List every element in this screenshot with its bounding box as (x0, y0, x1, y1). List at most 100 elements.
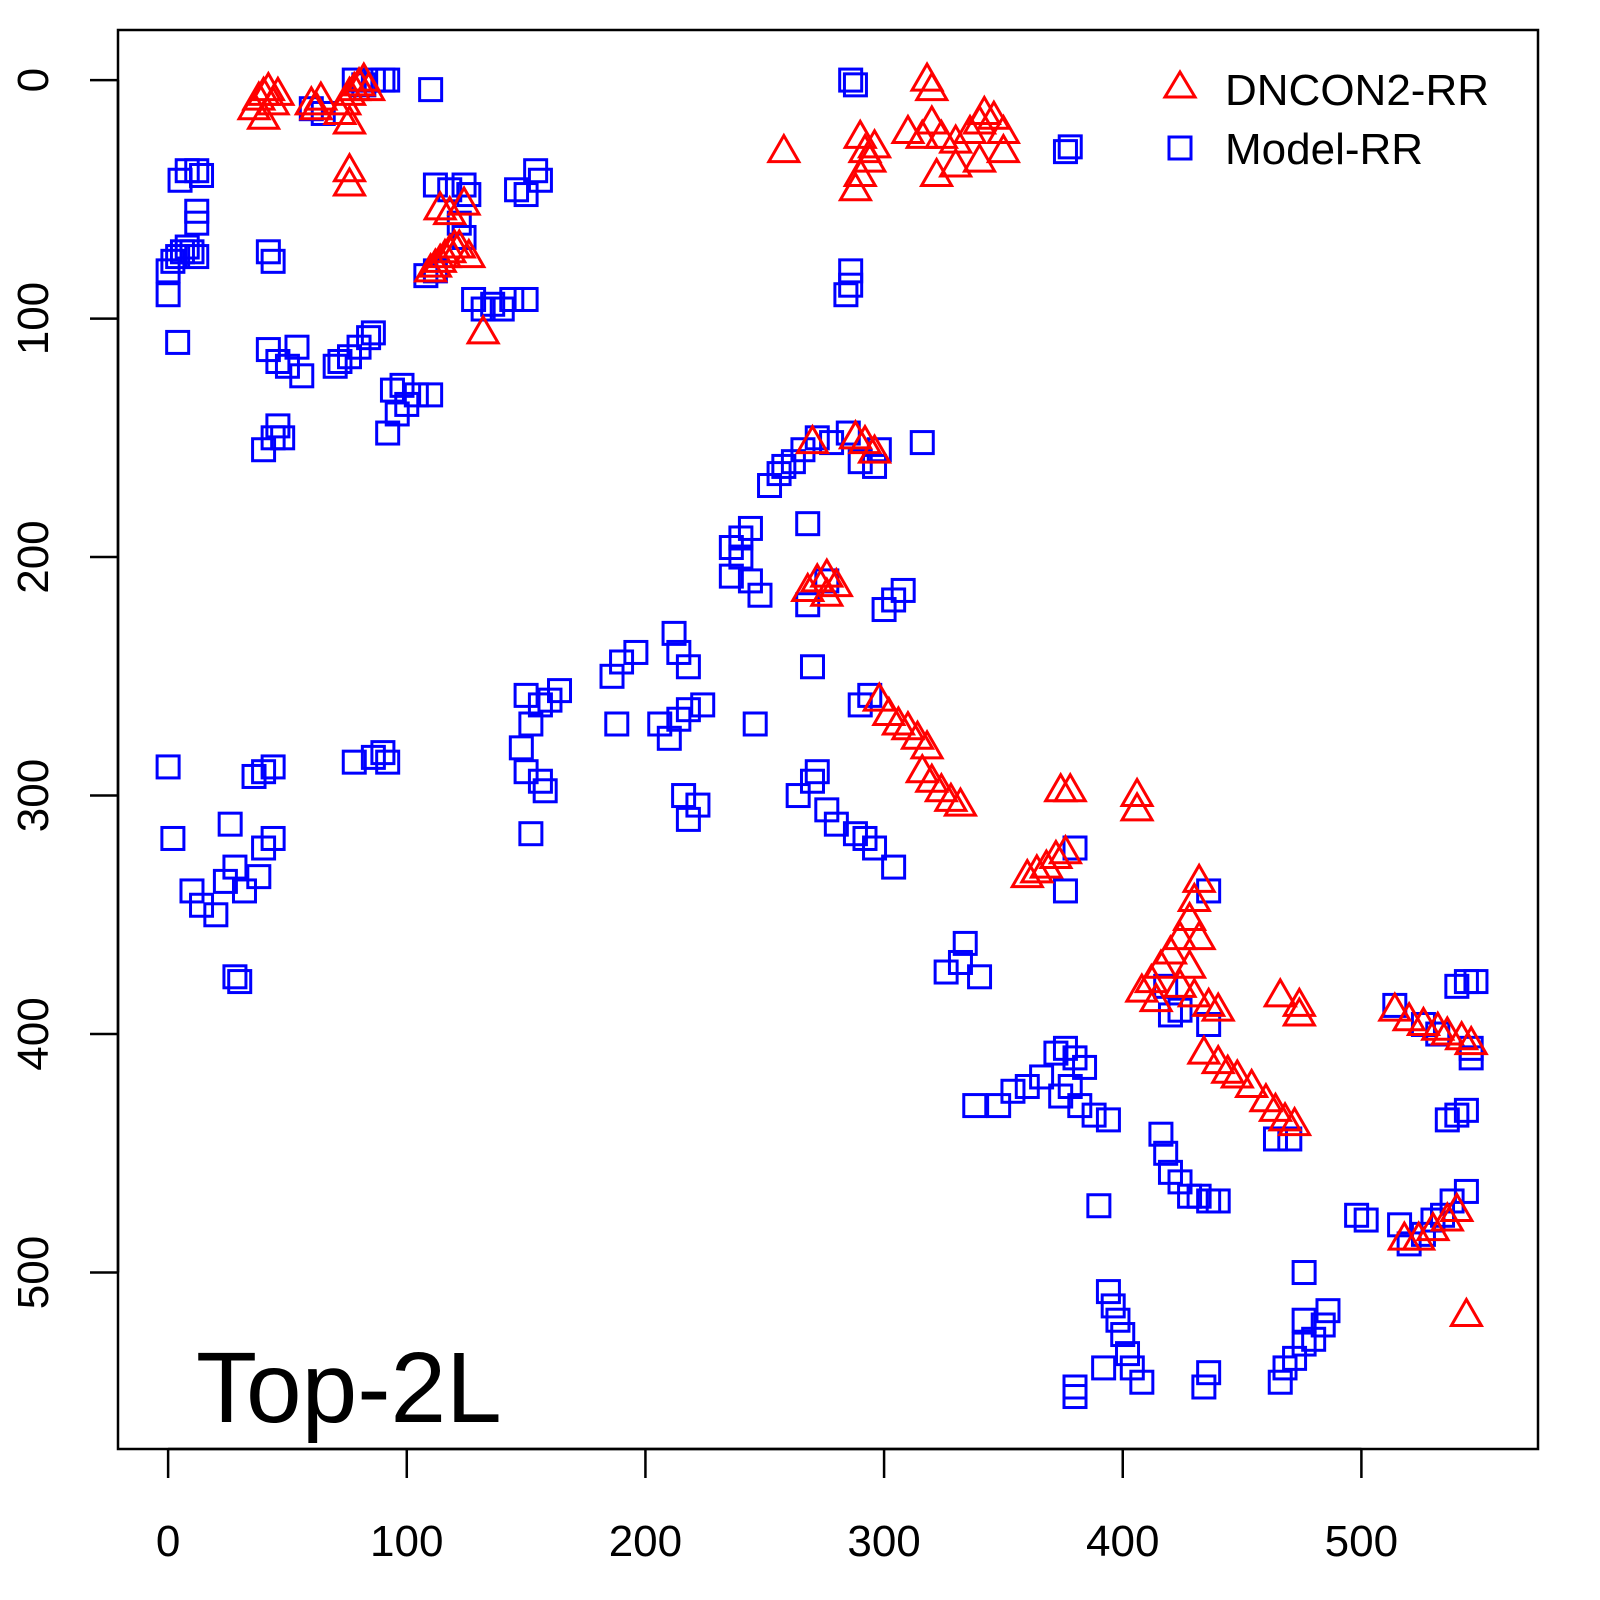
model-rr-point (1057, 134, 1083, 160)
dncon2-rr-point (961, 142, 998, 173)
model-rr-point (160, 825, 186, 851)
dncon2-rr-point (432, 194, 468, 226)
legend: DNCON2-RR Model-RR (1162, 66, 1489, 174)
model-rr-point (270, 425, 296, 451)
dncon2-rr-point (465, 313, 501, 345)
dncon2-rr-point (1453, 1024, 1489, 1056)
model-rr-point (1095, 1279, 1121, 1305)
legend-square-icon (1167, 135, 1193, 161)
model-rr-point (184, 244, 210, 270)
y-tick-label: 400 (9, 997, 58, 1070)
dncon2-rr-point (1429, 1015, 1465, 1046)
model-rr-point (1148, 1121, 1174, 1147)
model-rr-point (284, 334, 310, 360)
model-rr-point (838, 272, 864, 298)
dncon2-rr-point (1200, 991, 1236, 1022)
model-rr-point (1205, 1188, 1231, 1214)
model-rr-point (1291, 1260, 1317, 1286)
model-rr-point (499, 286, 525, 312)
legend-triangle-icon (1162, 69, 1198, 99)
model-rr-point (260, 825, 286, 851)
dncon2-rr-point (1009, 857, 1045, 889)
model-rr-point (518, 711, 544, 737)
model-rr-point (1086, 1193, 1112, 1219)
dncon2-rr-point (1267, 1100, 1303, 1132)
dncon2-rr-point (1176, 881, 1212, 912)
model-rr-point (675, 697, 701, 723)
dncon2-rr-point (966, 94, 1002, 125)
model-rr-point (862, 835, 888, 861)
dncon2-rr-point (260, 75, 296, 106)
model-rr-point (881, 854, 907, 880)
model-rr-point (795, 511, 821, 537)
model-rr-point (184, 158, 210, 184)
model-rr-point (1463, 969, 1489, 995)
model-rr-point (933, 959, 959, 985)
dncon2-rr-point (909, 728, 945, 760)
model-rr-point (1310, 1312, 1336, 1338)
x-tick-label: 100 (370, 1517, 443, 1566)
model-rr-series (155, 67, 1489, 1410)
model-rr-point (513, 286, 539, 312)
model-rr-point (1029, 1064, 1055, 1090)
dncon2-rr-point (1281, 986, 1317, 1017)
y-tick-label: 500 (9, 1236, 58, 1309)
y-axis: 0 100 200 300 400 500 (9, 68, 120, 1309)
model-rr-point (909, 430, 935, 456)
model-rr-point (1081, 1102, 1107, 1128)
model-rr-point (1110, 1322, 1136, 1348)
model-rr-point (771, 453, 797, 479)
model-rr-point (838, 258, 864, 284)
dncon2-rr-point (856, 127, 893, 159)
model-rr-point (1115, 1341, 1141, 1367)
dncon2-rr-point (938, 146, 974, 178)
dncon2-rr-point (794, 423, 831, 455)
model-rr-point (1291, 1307, 1317, 1333)
model-rr-point (804, 759, 830, 785)
model-rr-point (1453, 1178, 1479, 1204)
model-rr-point (599, 663, 625, 689)
model-rr-point (1262, 1126, 1288, 1152)
dncon2-rr-point (976, 99, 1012, 130)
y-tick-label: 200 (9, 520, 58, 593)
model-rr-point (757, 473, 783, 499)
x-tick-label: 0 (156, 1517, 180, 1566)
dncon2-rr-point (923, 118, 959, 149)
dncon2-rr-point (1448, 1296, 1485, 1327)
model-rr-point (1267, 1369, 1293, 1395)
model-rr-point (227, 969, 253, 995)
model-rr-point (1062, 1384, 1088, 1410)
model-rr-point (967, 964, 993, 990)
dncon2-rr-point (880, 704, 917, 736)
dncon2-rr-point (1181, 862, 1217, 893)
model-rr-point (1048, 1083, 1074, 1109)
model-rr-point (842, 72, 868, 98)
model-rr-point (403, 382, 429, 408)
y-tick-label: 300 (9, 759, 58, 832)
model-rr-point (418, 382, 444, 408)
model-rr-point (231, 878, 257, 904)
model-rr-point (155, 282, 181, 308)
model-rr-point (375, 67, 401, 93)
dncon2-rr-point (331, 166, 368, 197)
dncon2-rr-point (890, 113, 926, 145)
dncon2-rr-point (303, 80, 339, 111)
dncon2-rr-point (1119, 776, 1155, 808)
dncon2-rr-point (1415, 1210, 1451, 1242)
dncon2-rr-point (1047, 833, 1084, 865)
dncon2-rr-point (1038, 838, 1074, 870)
dncon2-rr-point (1429, 1201, 1465, 1232)
model-rr-point (508, 735, 534, 761)
x-axis: 0 100 200 300 400 500 (156, 1447, 1398, 1566)
dncon2-rr-point (1377, 991, 1413, 1022)
dncon2-rr-point (1052, 771, 1088, 803)
dncon2-rr-point (1262, 976, 1298, 1008)
dncon2-rr-point (341, 65, 377, 97)
dncon2-rr-point (427, 237, 463, 269)
dncon2-rr-point (1210, 1053, 1246, 1084)
dncon2-rr-point (842, 118, 878, 149)
model-rr-point (523, 158, 549, 184)
dncon2-rr-point (1124, 972, 1160, 1003)
legend-label-model-rr: Model-RR (1225, 125, 1423, 174)
